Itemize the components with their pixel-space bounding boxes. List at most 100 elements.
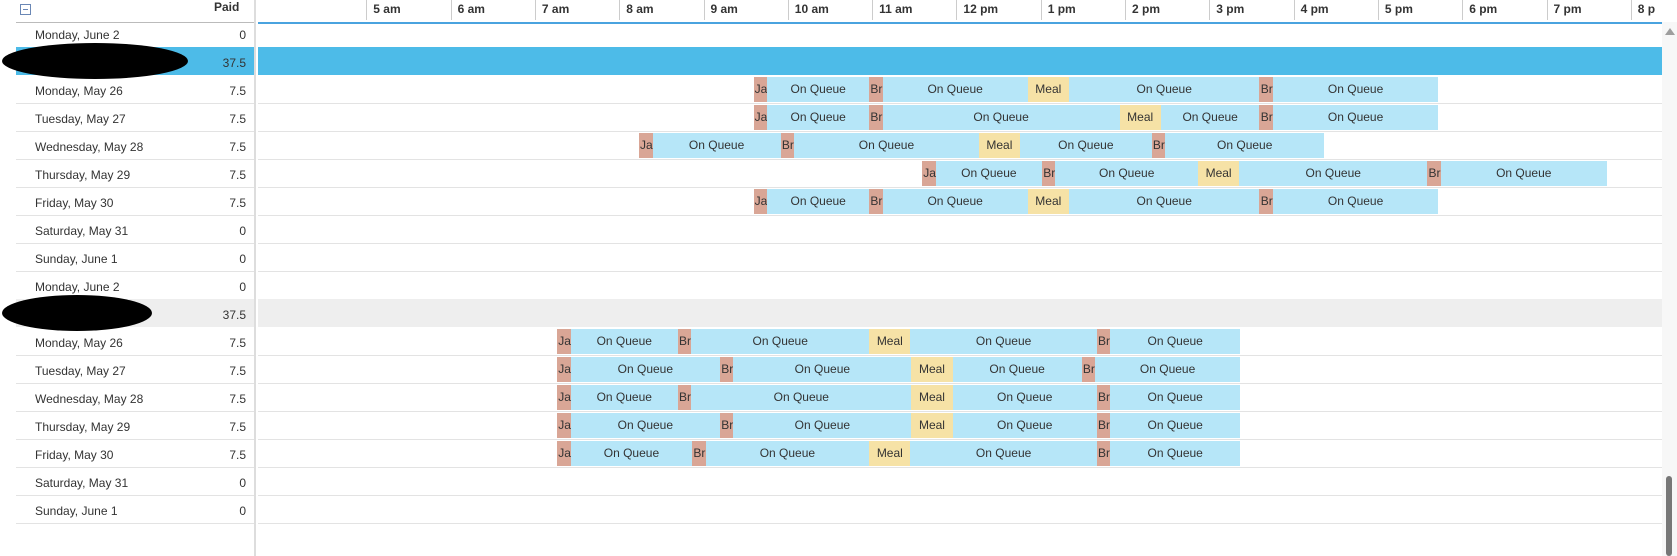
day-row[interactable]: Thursday, May 29 7.5 Ja On Queue Br On Queue M…	[0, 159, 1662, 188]
on-queue-segment[interactable]: On Queue	[910, 441, 1097, 466]
activity-segment[interactable]: Ja	[753, 105, 768, 130]
day-row[interactable]: Friday, May 30 7.5 Ja On Queue Br On Queue Mea…	[0, 187, 1662, 216]
timeline-track[interactable]	[258, 215, 1662, 244]
timeline-track[interactable]	[258, 271, 1662, 300]
on-queue-segment[interactable]: On Queue	[1068, 189, 1260, 214]
break-segment[interactable]: Br	[1259, 105, 1273, 130]
activity-segment[interactable]: Ja	[557, 441, 571, 466]
day-row[interactable]: Saturday, May 31 0	[0, 467, 1662, 496]
on-queue-segment[interactable]: On Queue	[691, 385, 912, 410]
meal-segment[interactable]: Meal	[911, 357, 953, 382]
agent-row[interactable]: 37.5	[0, 295, 1662, 331]
day-row[interactable]: Saturday, May 31 0	[0, 215, 1662, 244]
on-queue-segment[interactable]: On Queue	[952, 357, 1082, 382]
break-segment[interactable]: Br	[1041, 161, 1056, 186]
timeline-track[interactable]: Ja On Queue Br On Queue Meal On Queue Br On Que…	[258, 187, 1662, 216]
on-queue-segment[interactable]: On Queue	[1110, 441, 1241, 466]
break-segment[interactable]: Br	[1259, 77, 1273, 102]
on-queue-segment[interactable]: On Queue	[570, 441, 693, 466]
break-segment[interactable]: Br	[1096, 441, 1111, 466]
on-queue-segment[interactable]: On Queue	[767, 189, 870, 214]
on-queue-segment[interactable]: On Queue	[1239, 161, 1428, 186]
on-queue-segment[interactable]: On Queue	[1272, 77, 1439, 102]
break-segment[interactable]: Br	[1151, 133, 1166, 158]
on-queue-segment[interactable]: On Queue	[1440, 161, 1607, 186]
timeline-track[interactable]: Ja On Queue Br On Queue Meal On Queue Br On Que…	[258, 439, 1662, 468]
timeline-track[interactable]: Ja On Queue Br On Queue Meal On Queue Br On Que…	[258, 131, 1662, 160]
on-queue-segment[interactable]: On Queue	[570, 329, 678, 354]
timeline-track[interactable]	[258, 495, 1662, 524]
break-segment[interactable]: Br	[1081, 357, 1096, 382]
activity-segment[interactable]: Ja	[557, 357, 571, 382]
timeline-track[interactable]	[258, 19, 1662, 48]
on-queue-segment[interactable]: On Queue	[1160, 105, 1260, 130]
day-row[interactable]: Monday, June 2 0	[0, 271, 1662, 300]
break-segment[interactable]: Br	[780, 133, 795, 158]
break-segment[interactable]: Br	[1096, 413, 1111, 438]
break-segment[interactable]: Br	[1096, 385, 1111, 410]
scroll-thumb[interactable]	[1666, 476, 1672, 556]
panel-divider[interactable]	[254, 0, 256, 556]
on-queue-segment[interactable]: On Queue	[882, 189, 1028, 214]
on-queue-segment[interactable]: On Queue	[705, 441, 870, 466]
activity-segment[interactable]: Ja	[753, 189, 768, 214]
break-segment[interactable]: Br	[677, 329, 692, 354]
break-segment[interactable]: Br	[719, 357, 734, 382]
on-queue-segment[interactable]: On Queue	[1110, 385, 1241, 410]
on-queue-segment[interactable]: On Queue	[1272, 189, 1439, 214]
break-segment[interactable]: Br	[1427, 161, 1441, 186]
timeline-track[interactable]	[258, 243, 1662, 272]
on-queue-segment[interactable]: On Queue	[1272, 105, 1439, 130]
activity-segment[interactable]: Ja	[557, 413, 571, 438]
on-queue-segment[interactable]: On Queue	[733, 413, 912, 438]
on-queue-segment[interactable]: On Queue	[1068, 77, 1260, 102]
on-queue-segment[interactable]: On Queue	[1095, 357, 1241, 382]
timeline-track[interactable]	[258, 467, 1662, 496]
on-queue-segment[interactable]: On Queue	[767, 77, 870, 102]
timeline-track[interactable]: Ja On Queue Br On Queue Meal On Queue Br On Que…	[258, 355, 1662, 384]
on-queue-segment[interactable]: On Queue	[882, 77, 1028, 102]
break-segment[interactable]: Br	[677, 385, 692, 410]
meal-segment[interactable]: Meal	[1197, 161, 1240, 186]
activity-segment[interactable]: Ja	[639, 133, 653, 158]
break-segment[interactable]: Br	[692, 441, 706, 466]
day-row[interactable]: Monday, June 2 0	[0, 19, 1662, 48]
on-queue-segment[interactable]: On Queue	[1110, 329, 1241, 354]
break-segment[interactable]: Br	[1259, 189, 1273, 214]
day-row[interactable]: Monday, May 26 7.5 Ja On Queue Br On Queue Mea…	[0, 327, 1662, 356]
on-queue-segment[interactable]: On Queue	[1165, 133, 1325, 158]
paid-column-header[interactable]: Paid	[214, 0, 240, 14]
break-segment[interactable]: Br	[869, 77, 883, 102]
on-queue-segment[interactable]: On Queue	[794, 133, 979, 158]
meal-segment[interactable]: Meal	[1119, 105, 1161, 130]
meal-segment[interactable]: Meal	[1027, 189, 1069, 214]
day-row[interactable]: Tuesday, May 27 7.5 Ja On Queue Br On Queue Me…	[0, 355, 1662, 384]
activity-segment[interactable]: Ja	[557, 329, 571, 354]
break-segment[interactable]: Br	[1096, 329, 1111, 354]
agent-row[interactable]: 37.5	[0, 43, 1662, 79]
day-row[interactable]: Tuesday, May 27 7.5 Ja On Queue Br On Queue Me…	[0, 103, 1662, 132]
timeline-track[interactable]	[258, 47, 1662, 75]
meal-segment[interactable]: Meal	[869, 441, 911, 466]
timeline-track[interactable]: Ja On Queue Br On Queue Meal On Queue Br On Que…	[258, 103, 1662, 132]
day-row[interactable]: Sunday, June 1 0	[0, 495, 1662, 524]
collapse-all-icon[interactable]	[20, 4, 31, 15]
on-queue-segment[interactable]: On Queue	[1110, 413, 1241, 438]
day-row[interactable]: Wednesday, May 28 7.5 Ja On Queue Br On Queue…	[0, 383, 1662, 412]
on-queue-segment[interactable]: On Queue	[767, 105, 870, 130]
day-row[interactable]: Friday, May 30 7.5 Ja On Queue Br On Queue Mea…	[0, 439, 1662, 468]
on-queue-segment[interactable]: On Queue	[652, 133, 781, 158]
break-segment[interactable]: Br	[719, 413, 734, 438]
meal-segment[interactable]: Meal	[911, 413, 953, 438]
day-row[interactable]: Sunday, June 1 0	[0, 243, 1662, 272]
on-queue-segment[interactable]: On Queue	[1055, 161, 1198, 186]
meal-segment[interactable]: Meal	[911, 385, 953, 410]
day-row[interactable]: Monday, May 26 7.5 Ja On Queue Br On Queue Mea…	[0, 75, 1662, 104]
scroll-up-icon[interactable]	[1665, 28, 1675, 35]
timeline-track[interactable]: Ja On Queue Br On Queue Meal On Queue Br On Que…	[258, 383, 1662, 412]
on-queue-segment[interactable]: On Queue	[882, 105, 1120, 130]
meal-segment[interactable]: Meal	[1027, 77, 1069, 102]
on-queue-segment[interactable]: On Queue	[935, 161, 1042, 186]
on-queue-segment[interactable]: On Queue	[570, 413, 720, 438]
timeline-track[interactable]: Ja On Queue Br On Queue Meal On Queue Br On Que…	[258, 75, 1662, 104]
